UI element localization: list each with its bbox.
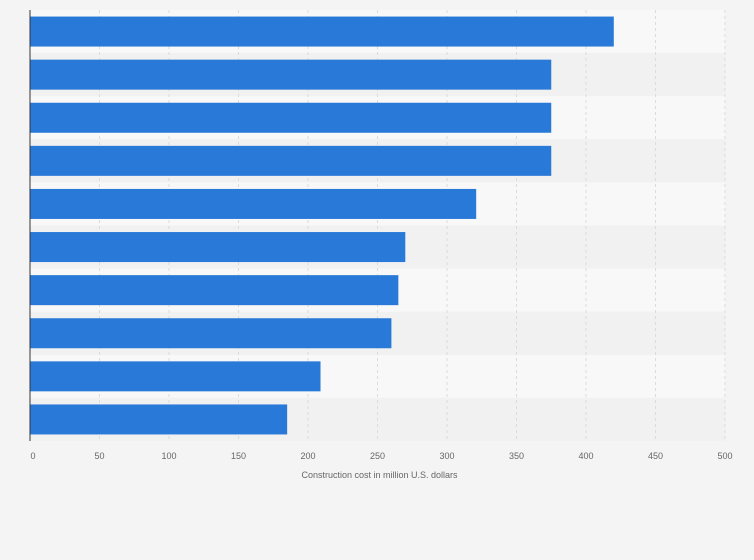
bar[interactable] (30, 232, 406, 263)
bar[interactable] (30, 361, 321, 392)
x-tick-label: 350 (509, 451, 524, 461)
bar[interactable] (30, 59, 552, 90)
x-tick-label: 400 (578, 451, 593, 461)
x-axis-title: Construction cost in million U.S. dollar… (301, 470, 458, 480)
x-tick-label: 50 (94, 451, 104, 461)
bar[interactable] (30, 275, 399, 306)
bar[interactable] (30, 145, 552, 176)
bar[interactable] (30, 102, 552, 133)
x-tick-label: 450 (648, 451, 663, 461)
x-tick-label: 500 (717, 451, 732, 461)
x-tick-label: 200 (300, 451, 315, 461)
x-tick-labels: 0 50 100 150 200 250 300 350 400 450 500 (30, 451, 732, 461)
x-tick-label: 0 (30, 451, 35, 461)
bar[interactable] (30, 188, 477, 219)
x-tick-label: 150 (231, 451, 246, 461)
bar[interactable] (30, 318, 392, 349)
x-tick-label: 100 (161, 451, 176, 461)
bars (30, 16, 614, 435)
x-tick-label: 250 (370, 451, 385, 461)
bar[interactable] (30, 16, 614, 47)
x-tick-label: 300 (439, 451, 454, 461)
bar[interactable] (30, 404, 288, 435)
